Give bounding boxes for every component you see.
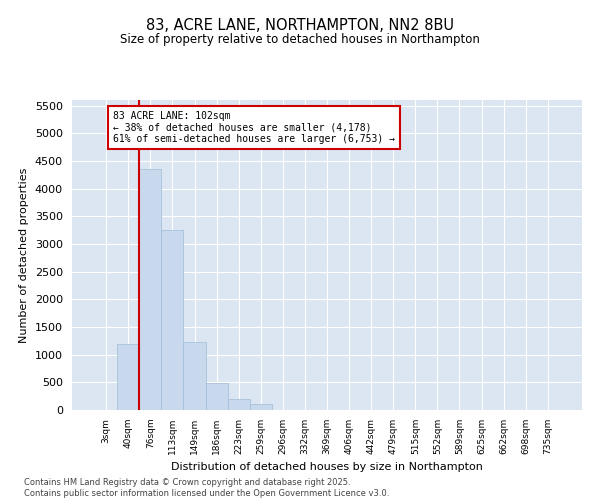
Text: 83 ACRE LANE: 102sqm
← 38% of detached houses are smaller (4,178)
61% of semi-de: 83 ACRE LANE: 102sqm ← 38% of detached h…: [113, 111, 395, 144]
Text: Contains HM Land Registry data © Crown copyright and database right 2025.
Contai: Contains HM Land Registry data © Crown c…: [24, 478, 389, 498]
Bar: [117, 344, 139, 410]
X-axis label: Distribution of detached houses by size in Northampton: Distribution of detached houses by size …: [171, 462, 483, 472]
Bar: [161, 230, 184, 410]
Text: 83, ACRE LANE, NORTHAMPTON, NN2 8BU: 83, ACRE LANE, NORTHAMPTON, NN2 8BU: [146, 18, 454, 32]
Bar: [250, 404, 272, 410]
Bar: [206, 384, 227, 410]
Bar: [227, 400, 250, 410]
Bar: [184, 342, 206, 410]
Text: Size of property relative to detached houses in Northampton: Size of property relative to detached ho…: [120, 32, 480, 46]
Bar: [139, 169, 161, 410]
Y-axis label: Number of detached properties: Number of detached properties: [19, 168, 29, 342]
